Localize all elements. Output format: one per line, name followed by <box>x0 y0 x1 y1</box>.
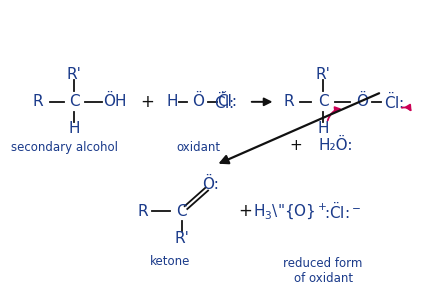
Text: R': R' <box>67 67 82 82</box>
Text: R: R <box>137 204 148 219</box>
Text: Ö:: Ö: <box>202 177 220 192</box>
Text: R: R <box>33 94 43 109</box>
Text: Ö: Ö <box>356 94 368 109</box>
Text: $\rm\ddot{C}$l:: $\rm\ddot{C}$l: <box>215 91 235 112</box>
Text: reduced form
of oxidant: reduced form of oxidant <box>284 257 363 285</box>
Text: Ö: Ö <box>192 94 204 109</box>
Text: H₂Ö:: H₂Ö: <box>319 138 353 153</box>
Text: C: C <box>318 94 328 109</box>
Text: secondary alcohol: secondary alcohol <box>11 141 118 154</box>
Text: H: H <box>317 122 329 137</box>
Text: +: + <box>289 138 302 153</box>
Text: R': R' <box>316 67 331 82</box>
Text: H: H <box>166 94 177 109</box>
Text: $\rm\ddot{C}$l:: $\rm\ddot{C}$l: <box>384 91 405 112</box>
Text: H: H <box>69 122 80 137</box>
Text: :$\rm\ddot{C}$l:$^-$: :$\rm\ddot{C}$l:$^-$ <box>324 201 361 222</box>
Text: H$_3$\"{O}$^+$: H$_3$\"{O}$^+$ <box>253 202 327 221</box>
Text: ketone: ketone <box>150 255 190 268</box>
Text: +: + <box>141 93 155 111</box>
Text: ÖH: ÖH <box>103 94 127 109</box>
Text: R': R' <box>174 231 189 246</box>
Text: C: C <box>177 204 187 219</box>
Text: oxidant: oxidant <box>176 141 220 154</box>
Text: Čl:: Čl: <box>217 94 237 109</box>
Text: C: C <box>69 94 80 109</box>
Text: +: + <box>238 202 252 220</box>
Text: R: R <box>284 94 294 109</box>
